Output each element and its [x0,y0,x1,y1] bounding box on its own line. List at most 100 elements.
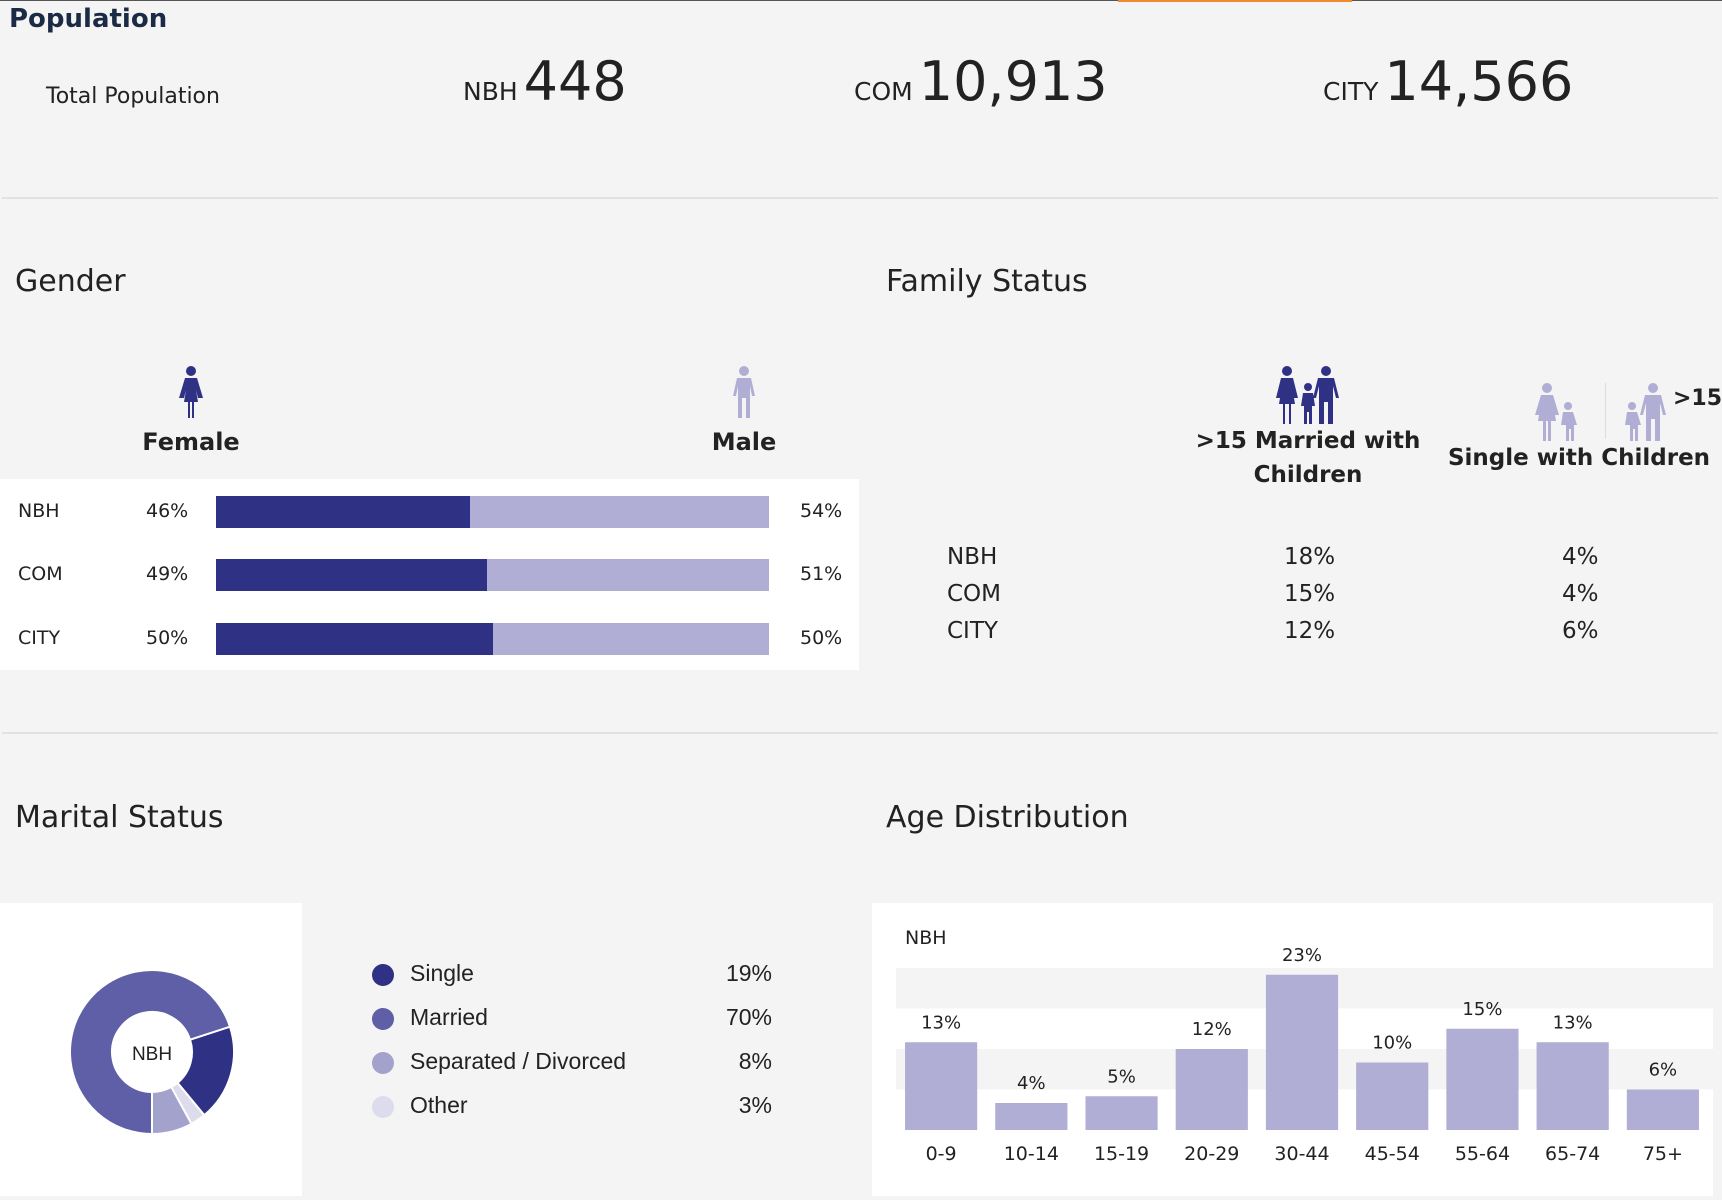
female-bar-segment [216,559,487,591]
male-percent: 54% [800,500,843,522]
legend-item: Married 70% [372,1004,772,1034]
total-population-label: Total Population [46,84,220,109]
marital-donut-chart: NBH [69,969,235,1136]
age-bar-45-54 [1356,1062,1429,1130]
family-married-value: 18% [1284,544,1336,570]
male-percent: 51% [800,563,843,585]
legend-label: Separated / Divorced [410,1048,627,1074]
stat-key: NBH [463,77,518,106]
legend-value: 19% [725,960,772,986]
bar-value-label: 13% [1553,1012,1593,1033]
bar-value-label: 4% [1017,1073,1046,1094]
female-bar-segment [216,623,493,655]
female-bar-segment [216,496,471,528]
stat-value: 14,566 [1384,50,1574,113]
donut-panel: NBH [0,903,302,1196]
bar-value-label: 13% [921,1012,961,1033]
bar-value-label: 12% [1192,1019,1232,1040]
age-bar-65-74 [1536,1042,1609,1130]
single-with-children-header: Single with Children [1447,445,1711,471]
gender-row-city: CITY 50% 50% [0,619,859,659]
row-label: COM [18,563,63,585]
age-bar-20-29 [1175,1049,1248,1130]
age-chart-panel: 13% 0-9 4% 10-14 5% 15-19 12% 20-29 23% 30-44 10% 4… [872,903,1713,1196]
legend-dot-icon [372,964,394,986]
marital-heading: Marital Status [15,800,224,835]
female-percent: 49% [146,563,189,585]
top-border [0,0,1722,1]
family-married-value: 15% [1284,581,1336,607]
stat-key: CITY [1323,77,1379,106]
stat-com: COM 10,913 [854,50,1108,113]
married-with-children-header: >15 Married with Children [1195,428,1421,488]
legend-label: Single [410,960,474,986]
gender-row-nbh: NBH 46% 54% [0,492,859,532]
family-row-label: COM [947,581,1002,607]
gender-row-com: COM 49% 51% [0,555,859,595]
x-tick-label: 65-74 [1545,1143,1600,1165]
age-bar-30-44 [1265,974,1339,1130]
legend-dot-icon [372,1008,394,1030]
single-mother-icon [1535,383,1577,441]
age-heading: Age Distribution [886,800,1129,835]
stat-key: COM [854,77,913,106]
bar-value-label: 23% [1282,945,1322,966]
stat-nbh: NBH 448 [463,50,627,113]
legend-item: Separated / Divorced 8% [372,1048,772,1078]
donut-center-label: NBH [132,1044,172,1065]
male-label: Male [711,428,777,456]
legend-value: 8% [738,1048,772,1074]
stat-value: 448 [523,50,627,113]
x-tick-label: 20-29 [1184,1143,1239,1165]
stat-city: CITY 14,566 [1323,50,1573,113]
gender-heading: Gender [15,264,126,299]
age-bar-10-14 [995,1103,1068,1130]
family-row-label: CITY [947,618,998,644]
gender-bar [216,623,769,655]
row-label: NBH [18,500,60,522]
legend-item: Single 19% [372,960,772,990]
age-bar-15-19 [1085,1096,1158,1130]
age-bar-0-9 [905,1042,978,1130]
male-percent: 50% [800,627,843,649]
row-label: CITY [18,627,61,649]
icon-separator [1605,383,1606,439]
stat-value: 10,913 [918,50,1108,113]
bar-value-label: 5% [1107,1066,1136,1087]
gender-bar [216,559,769,591]
x-tick-label: 0-9 [926,1143,957,1165]
family-single-value: 4% [1562,581,1599,607]
legend-label: Other [410,1092,468,1118]
male-bar-segment [486,559,769,591]
legend-value: 70% [725,1004,772,1030]
page-title: Population [9,4,168,34]
x-tick-label: 55-64 [1455,1143,1510,1165]
x-tick-label: 45-54 [1365,1143,1420,1165]
gender-bar [216,496,769,528]
single-father-icon [1625,383,1666,441]
active-tab-indicator [1118,0,1352,2]
legend-value: 3% [738,1092,772,1118]
female-percent: 50% [146,627,189,649]
legend-dot-icon [372,1096,394,1118]
legend-label: Married [410,1004,488,1030]
gender-panel: NBH 46% 54% COM 49% 51% CITY 50% 50% [0,479,859,670]
family-row-label: NBH [947,544,998,570]
x-tick-label: 30-44 [1274,1143,1329,1165]
bar-value-label: 15% [1462,999,1502,1020]
female-label: Female [142,428,240,456]
family-married-value: 12% [1284,618,1336,644]
age-bar-55-64 [1446,1028,1519,1130]
male-icon [733,366,755,418]
x-tick-label: 15-19 [1094,1143,1149,1165]
bar-value-label: 6% [1649,1060,1678,1081]
x-tick-label: 10-14 [1004,1143,1059,1165]
age-bar-75+ [1626,1089,1699,1130]
x-tick-label: 75+ [1643,1143,1683,1165]
section-divider [2,197,1718,199]
age-bar-chart: 13% 0-9 4% 10-14 5% 15-19 12% 20-29 23% 30-44 10% 4… [896,927,1713,1165]
female-icon [179,366,203,418]
series-label: NBH [905,927,947,949]
family-single-value: 6% [1562,618,1599,644]
married-family-icon [1276,366,1339,424]
